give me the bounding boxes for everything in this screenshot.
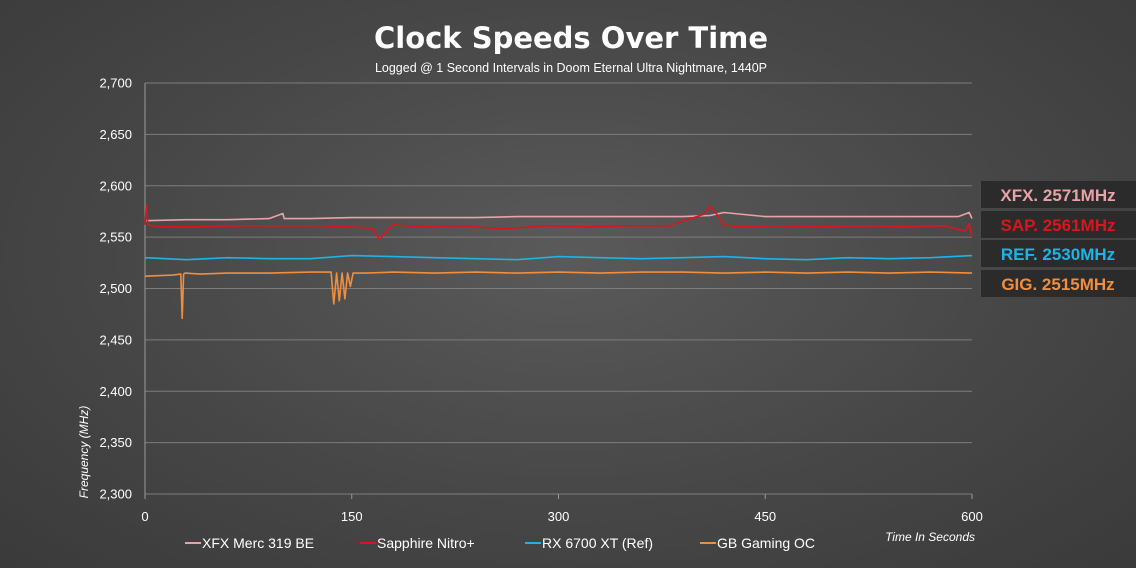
value-badge (981, 211, 1136, 238)
value-badge-label: REF. 2530MHz (1001, 245, 1115, 264)
legend: XFX Merc 319 BE Sapphire Nitro+ RX 6700 XT… (185, 535, 815, 551)
value-badges: XFX. 2571MHz SAP. 2561MHz REF. 2530MHz GIG.… (981, 181, 1136, 297)
y-tick-label: 2,550 (99, 230, 132, 245)
y-axis-title: Frequency (MHz) (77, 406, 91, 499)
y-tick-label: 2,700 (99, 76, 132, 91)
x-axis-ticks: 0 150 300 450 600 (141, 494, 983, 524)
chart-title: Clock Speeds Over Time (374, 21, 768, 55)
value-badge-label: GIG. 2515MHz (1001, 275, 1114, 294)
series-line-2 (144, 254, 973, 261)
x-axis-title: Time In Seconds (885, 530, 975, 544)
x-tick-label: 0 (141, 509, 148, 524)
value-badge (981, 181, 1136, 208)
legend-label: GB Gaming OC (717, 535, 815, 551)
y-tick-label: 2,350 (99, 435, 132, 450)
chart-subtitle: Logged @ 1 Second Intervals in Doom Eter… (375, 61, 767, 75)
y-tick-label: 2,600 (99, 178, 132, 193)
y-axis-ticks: 2,300 2,350 2,400 2,450 2,500 2,550 2,600 2,650… (99, 76, 132, 502)
y-tick-label: 2,450 (99, 332, 132, 347)
legend-label: Sapphire Nitro+ (377, 535, 475, 551)
y-tick-label: 2,400 (99, 384, 132, 399)
value-badge-label: XFX. 2571MHz (1000, 186, 1115, 205)
legend-label: RX 6700 XT (Ref) (542, 535, 653, 551)
legend-label: XFX Merc 319 BE (202, 535, 314, 551)
series-line-3 (144, 271, 973, 320)
y-tick-label: 2,500 (99, 281, 132, 296)
series-lines (144, 204, 973, 320)
y-tick-label: 2,300 (99, 487, 132, 502)
value-badge-label: SAP. 2561MHz (1001, 216, 1116, 235)
value-badge (981, 270, 1136, 297)
x-tick-label: 150 (341, 509, 363, 524)
value-badge (981, 240, 1136, 267)
series-line-1 (144, 204, 973, 240)
x-tick-label: 600 (961, 509, 983, 524)
y-tick-label: 2,650 (99, 127, 132, 142)
series-line-0 (144, 211, 973, 222)
x-tick-label: 300 (548, 509, 570, 524)
x-tick-label: 450 (754, 509, 776, 524)
gridlines (144, 82, 972, 495)
